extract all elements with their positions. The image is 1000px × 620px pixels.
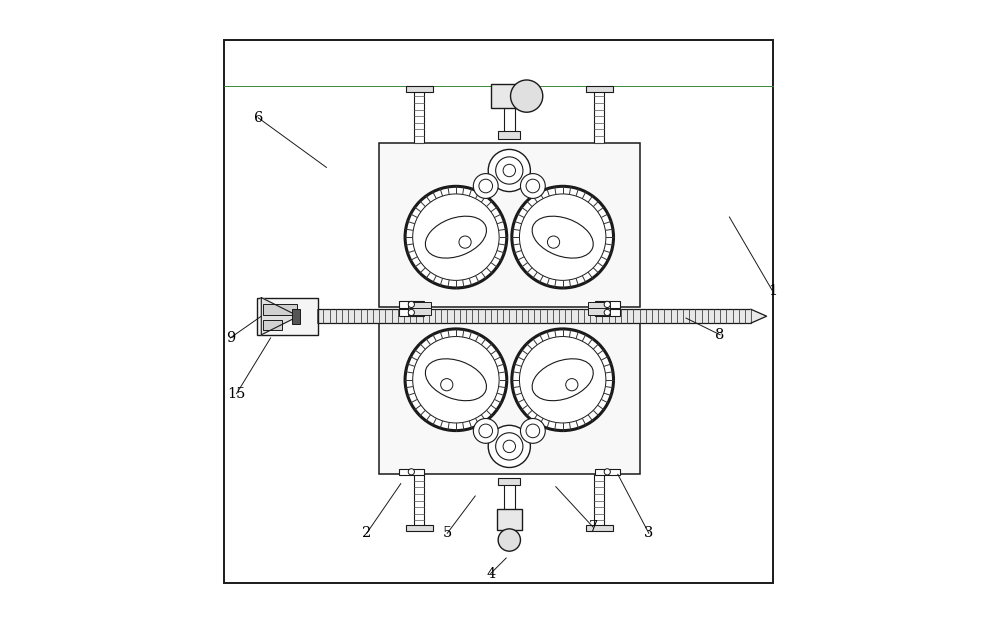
Circle shape <box>408 309 414 316</box>
Bar <box>399 469 424 475</box>
Bar <box>406 86 433 92</box>
Bar <box>504 107 515 136</box>
Bar <box>498 478 520 485</box>
Bar <box>595 469 620 475</box>
Circle shape <box>488 425 530 467</box>
Bar <box>379 143 640 307</box>
Bar <box>504 480 515 510</box>
Circle shape <box>511 80 543 112</box>
Circle shape <box>512 187 614 288</box>
Bar <box>257 298 318 335</box>
Bar <box>498 131 520 139</box>
Bar <box>594 474 604 527</box>
Circle shape <box>498 529 520 551</box>
Polygon shape <box>261 298 298 335</box>
Text: 8: 8 <box>715 328 725 342</box>
Circle shape <box>604 469 610 475</box>
Circle shape <box>520 174 545 198</box>
Text: 7: 7 <box>588 520 598 534</box>
Circle shape <box>408 301 414 308</box>
Circle shape <box>405 187 507 288</box>
Bar <box>414 90 424 143</box>
Bar <box>408 302 431 309</box>
Circle shape <box>488 149 530 192</box>
Text: 2: 2 <box>362 526 371 540</box>
Bar <box>292 309 300 324</box>
Bar <box>588 308 610 315</box>
Circle shape <box>408 469 414 475</box>
Circle shape <box>520 418 545 443</box>
Circle shape <box>473 418 498 443</box>
Bar <box>594 90 604 143</box>
Bar <box>224 40 773 583</box>
Bar <box>586 525 613 531</box>
Text: 6: 6 <box>254 111 263 125</box>
Circle shape <box>512 329 614 430</box>
Bar <box>586 86 613 92</box>
Circle shape <box>405 329 507 430</box>
Bar <box>497 509 522 530</box>
Bar <box>399 301 424 308</box>
Bar <box>317 309 751 323</box>
Bar <box>408 308 431 315</box>
Bar <box>595 309 620 316</box>
Text: 15: 15 <box>227 387 246 401</box>
Bar <box>414 474 424 527</box>
Bar <box>588 302 610 309</box>
Circle shape <box>604 301 610 308</box>
Bar <box>406 525 433 531</box>
Text: 5: 5 <box>443 526 452 540</box>
Polygon shape <box>751 309 767 323</box>
Bar <box>491 84 525 108</box>
Bar <box>399 309 424 316</box>
Bar <box>595 301 620 308</box>
Text: 1: 1 <box>768 285 777 298</box>
Text: 9: 9 <box>226 331 235 345</box>
Bar <box>263 304 297 315</box>
Bar <box>263 320 282 330</box>
Circle shape <box>604 309 610 316</box>
Bar <box>379 310 640 474</box>
Text: 3: 3 <box>644 526 653 540</box>
Circle shape <box>473 174 498 198</box>
Text: 4: 4 <box>486 567 495 580</box>
